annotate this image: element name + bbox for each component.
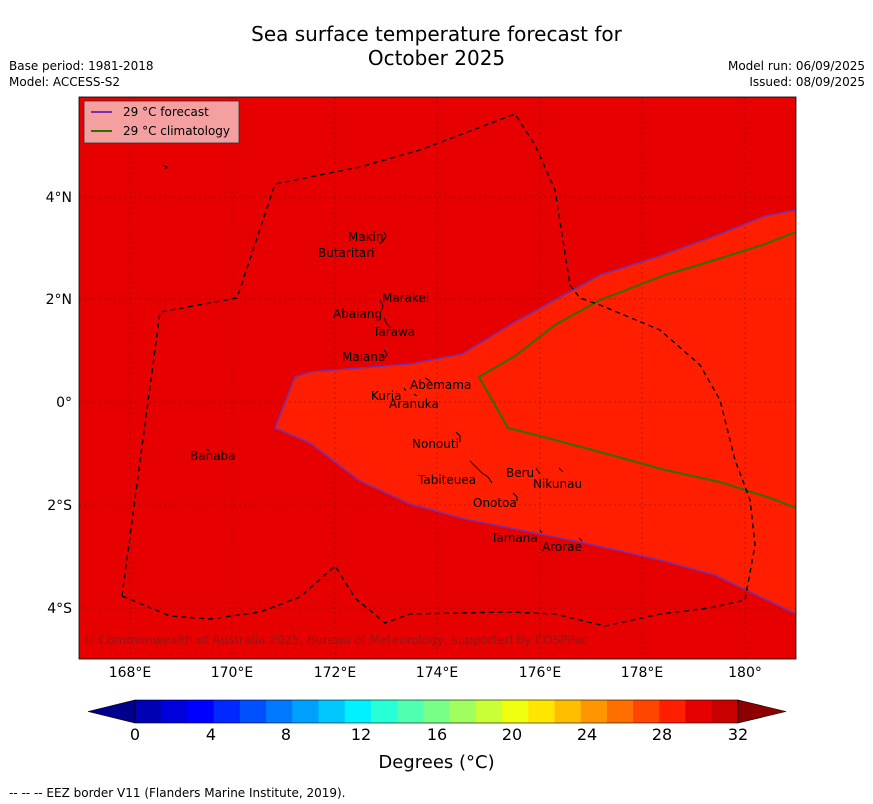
colorbar-segment: [161, 700, 188, 723]
island-label: Onotoa: [473, 496, 517, 510]
forecast-contour: [273, 209, 797, 615]
colorbar-segment: [502, 700, 529, 723]
colorbar-segment: [135, 700, 162, 723]
x-tick-label: 170°E: [211, 665, 254, 681]
y-tick-label: 2°N: [46, 292, 72, 308]
island-label: Tamana: [490, 531, 538, 545]
colorbar-segment: [449, 700, 477, 723]
x-tick-label: 172°E: [314, 665, 357, 681]
colorbar-segment: [554, 700, 582, 723]
colorbar-segment: [187, 700, 215, 723]
colorbar-segment: [239, 700, 267, 723]
colorbar-segment: [423, 700, 451, 723]
y-tick-label: 0°: [56, 395, 72, 411]
island-label: Tarawa: [372, 325, 415, 339]
warm-region: [275, 210, 796, 614]
colorbar-segment: [213, 700, 241, 723]
x-tick-label: 174°E: [416, 665, 459, 681]
y-tick-label: 2°S: [47, 498, 72, 514]
title-line-2: October 2025: [367, 46, 506, 70]
model-run: Model run: 06/09/2025: [727, 59, 865, 73]
y-tick-label: 4°N: [46, 190, 72, 206]
colorbar-segment: [659, 700, 687, 723]
legend-climatology-label: 29 °C climatology: [123, 124, 230, 138]
island-label: Tabiteuea: [417, 473, 476, 487]
colorbar: [87, 699, 787, 724]
island-label: Butaritari: [318, 246, 375, 260]
colorbar-tick: 4: [205, 725, 217, 744]
colorbar-segment: [606, 700, 634, 723]
legend: 29 °C forecast 29 °C climatology: [83, 100, 240, 144]
climatology-contour: [477, 231, 797, 509]
island-shapes: [162, 164, 583, 542]
model-name: Model: ACCESS-S2: [9, 75, 121, 89]
chart-title: Sea surface temperature forecast for Oct…: [0, 22, 873, 70]
island-label: Nonouti: [412, 437, 459, 451]
island-label: Nikunau: [533, 477, 582, 491]
y-tick-label: 4°S: [47, 601, 72, 617]
colorbar-segment: [370, 700, 398, 723]
colorbar-tick: 32: [727, 725, 749, 744]
gridlines: [79, 97, 796, 659]
issued-date: Issued: 08/09/2025: [749, 75, 865, 89]
x-tick-label: 180°: [728, 665, 762, 681]
x-tick-label: 168°E: [109, 665, 152, 681]
meta-left: Base period: 1981-2018 Model: ACCESS-S2: [9, 58, 154, 90]
colorbar-segment: [266, 700, 293, 723]
colorbar-segment: [633, 700, 660, 723]
colorbar-segment: [685, 700, 713, 723]
colorbar-segment: [711, 700, 739, 723]
island-label: Aranuka: [389, 397, 439, 411]
colorbar-segment: [528, 700, 555, 723]
island-label: Abaiang: [333, 307, 382, 321]
island-label: Marakei: [382, 291, 429, 305]
colorbar-tick: 24: [576, 725, 598, 744]
island-label: Maiana: [342, 350, 385, 364]
colorbar-frame: [134, 699, 739, 724]
colorbar-segment: [318, 700, 346, 723]
map-frame: [78, 96, 797, 660]
island-label: Arorae: [542, 540, 582, 554]
colorbar-extend-low: [87, 699, 136, 724]
colorbar-extend-high: [737, 699, 787, 724]
island-label: Abemama: [410, 378, 471, 392]
colorbar-segment: [397, 700, 424, 723]
colorbar-segment: [475, 700, 503, 723]
colorbar-title: Degrees (°C): [378, 752, 495, 773]
colorbar-segment: [344, 700, 372, 723]
legend-box: [83, 100, 240, 144]
colorbar-tick: 0: [129, 725, 141, 744]
eez-borders: [121, 113, 756, 627]
island-label: Beru: [506, 466, 534, 480]
x-tick-label: 178°E: [621, 665, 664, 681]
colorbar-tick: 28: [651, 725, 673, 744]
footnote: -- -- -- EEZ border V11 (Flanders Marine…: [9, 786, 346, 800]
x-tick-label: 176°E: [519, 665, 562, 681]
copyright-text: © Commonwealth of Australia 2025, Bureau…: [83, 633, 588, 647]
meta-right: Model run: 06/09/2025 Issued: 08/09/2025: [728, 58, 865, 90]
colorbar-tick: 8: [280, 725, 292, 744]
colorbar-tick: 20: [501, 725, 523, 744]
base-period: Base period: 1981-2018: [9, 59, 154, 73]
island-label: Kuria: [371, 389, 402, 403]
colorbar-tick: 12: [350, 725, 372, 744]
island-label: Banaba: [190, 449, 236, 463]
colorbar-segment: [580, 700, 608, 723]
island-label: Makin: [348, 230, 384, 244]
title-line-1: Sea surface temperature forecast for: [251, 22, 622, 46]
colorbar-tick: 16: [426, 725, 448, 744]
legend-forecast-label: 29 °C forecast: [123, 105, 209, 119]
colorbar-segment: [292, 700, 320, 723]
